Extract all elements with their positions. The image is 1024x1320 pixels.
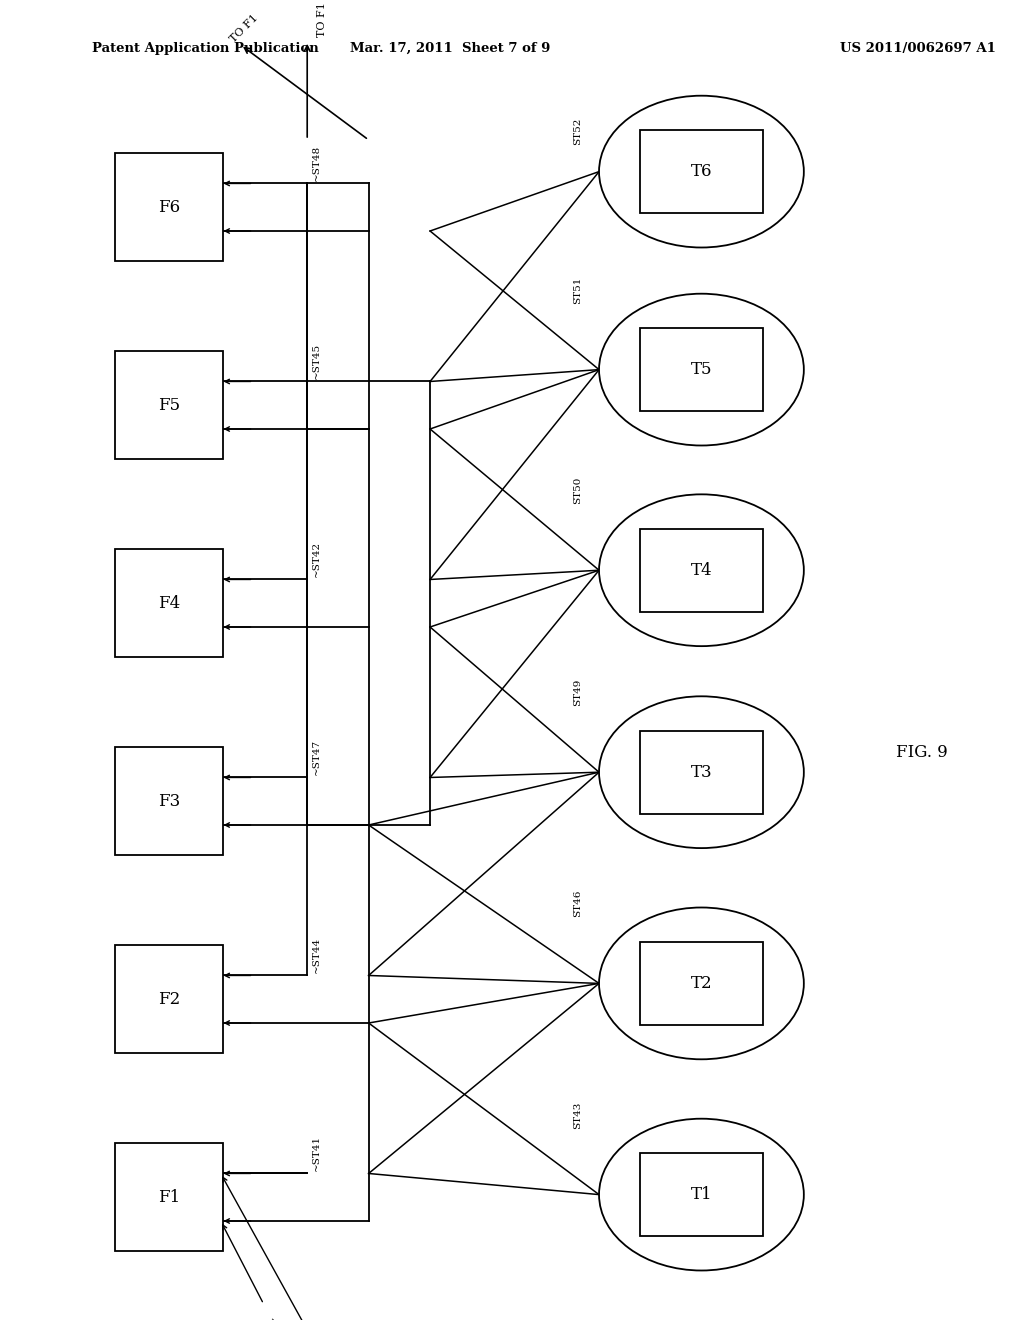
Text: F4: F4 — [158, 595, 180, 611]
Bar — [640, 942, 763, 1024]
Text: FIG. 9: FIG. 9 — [896, 744, 948, 760]
Ellipse shape — [599, 908, 804, 1059]
Ellipse shape — [599, 697, 804, 849]
Text: TO F1: TO F1 — [317, 3, 328, 37]
Text: ~ST48: ~ST48 — [312, 145, 322, 181]
Text: ST49: ST49 — [573, 678, 583, 706]
Bar — [640, 529, 763, 612]
Text: Mar. 17, 2011  Sheet 7 of 9: Mar. 17, 2011 Sheet 7 of 9 — [350, 42, 551, 55]
Text: T1: T1 — [690, 1187, 713, 1203]
Bar — [640, 731, 763, 813]
Text: F1: F1 — [158, 1189, 180, 1205]
Ellipse shape — [599, 95, 804, 248]
Bar — [116, 1143, 223, 1251]
Text: F6: F6 — [158, 199, 180, 215]
Text: ~ST44: ~ST44 — [312, 937, 322, 973]
Text: ~ST42: ~ST42 — [312, 541, 322, 577]
Text: TO F1: TO F1 — [228, 13, 260, 45]
Bar — [116, 945, 223, 1053]
Ellipse shape — [599, 1119, 804, 1270]
Text: ~ST47: ~ST47 — [312, 739, 322, 775]
Text: FROM F4: FROM F4 — [264, 1317, 303, 1320]
Text: Patent Application Publication: Patent Application Publication — [92, 42, 318, 55]
Text: ST52: ST52 — [573, 117, 583, 145]
Bar — [640, 131, 763, 214]
Text: T2: T2 — [690, 975, 713, 991]
Text: F5: F5 — [158, 397, 180, 413]
Bar — [116, 351, 223, 459]
Text: F2: F2 — [158, 991, 180, 1007]
Bar — [640, 327, 763, 412]
Text: T3: T3 — [690, 764, 713, 780]
Text: ST46: ST46 — [573, 890, 583, 917]
Text: ST51: ST51 — [573, 276, 583, 304]
Bar — [116, 747, 223, 855]
Bar — [640, 1154, 763, 1236]
Text: F3: F3 — [158, 793, 180, 809]
Text: ~ST41: ~ST41 — [312, 1135, 322, 1171]
Text: US 2011/0062697 A1: US 2011/0062697 A1 — [840, 42, 995, 55]
Text: T6: T6 — [691, 164, 712, 180]
Text: ST43: ST43 — [573, 1101, 583, 1129]
Ellipse shape — [599, 495, 804, 647]
Text: ~ST45: ~ST45 — [312, 343, 322, 379]
Text: T4: T4 — [690, 562, 713, 578]
Text: T5: T5 — [691, 362, 712, 378]
Bar — [116, 153, 223, 261]
Text: ST50: ST50 — [573, 477, 583, 504]
Ellipse shape — [599, 294, 804, 446]
Bar — [116, 549, 223, 657]
